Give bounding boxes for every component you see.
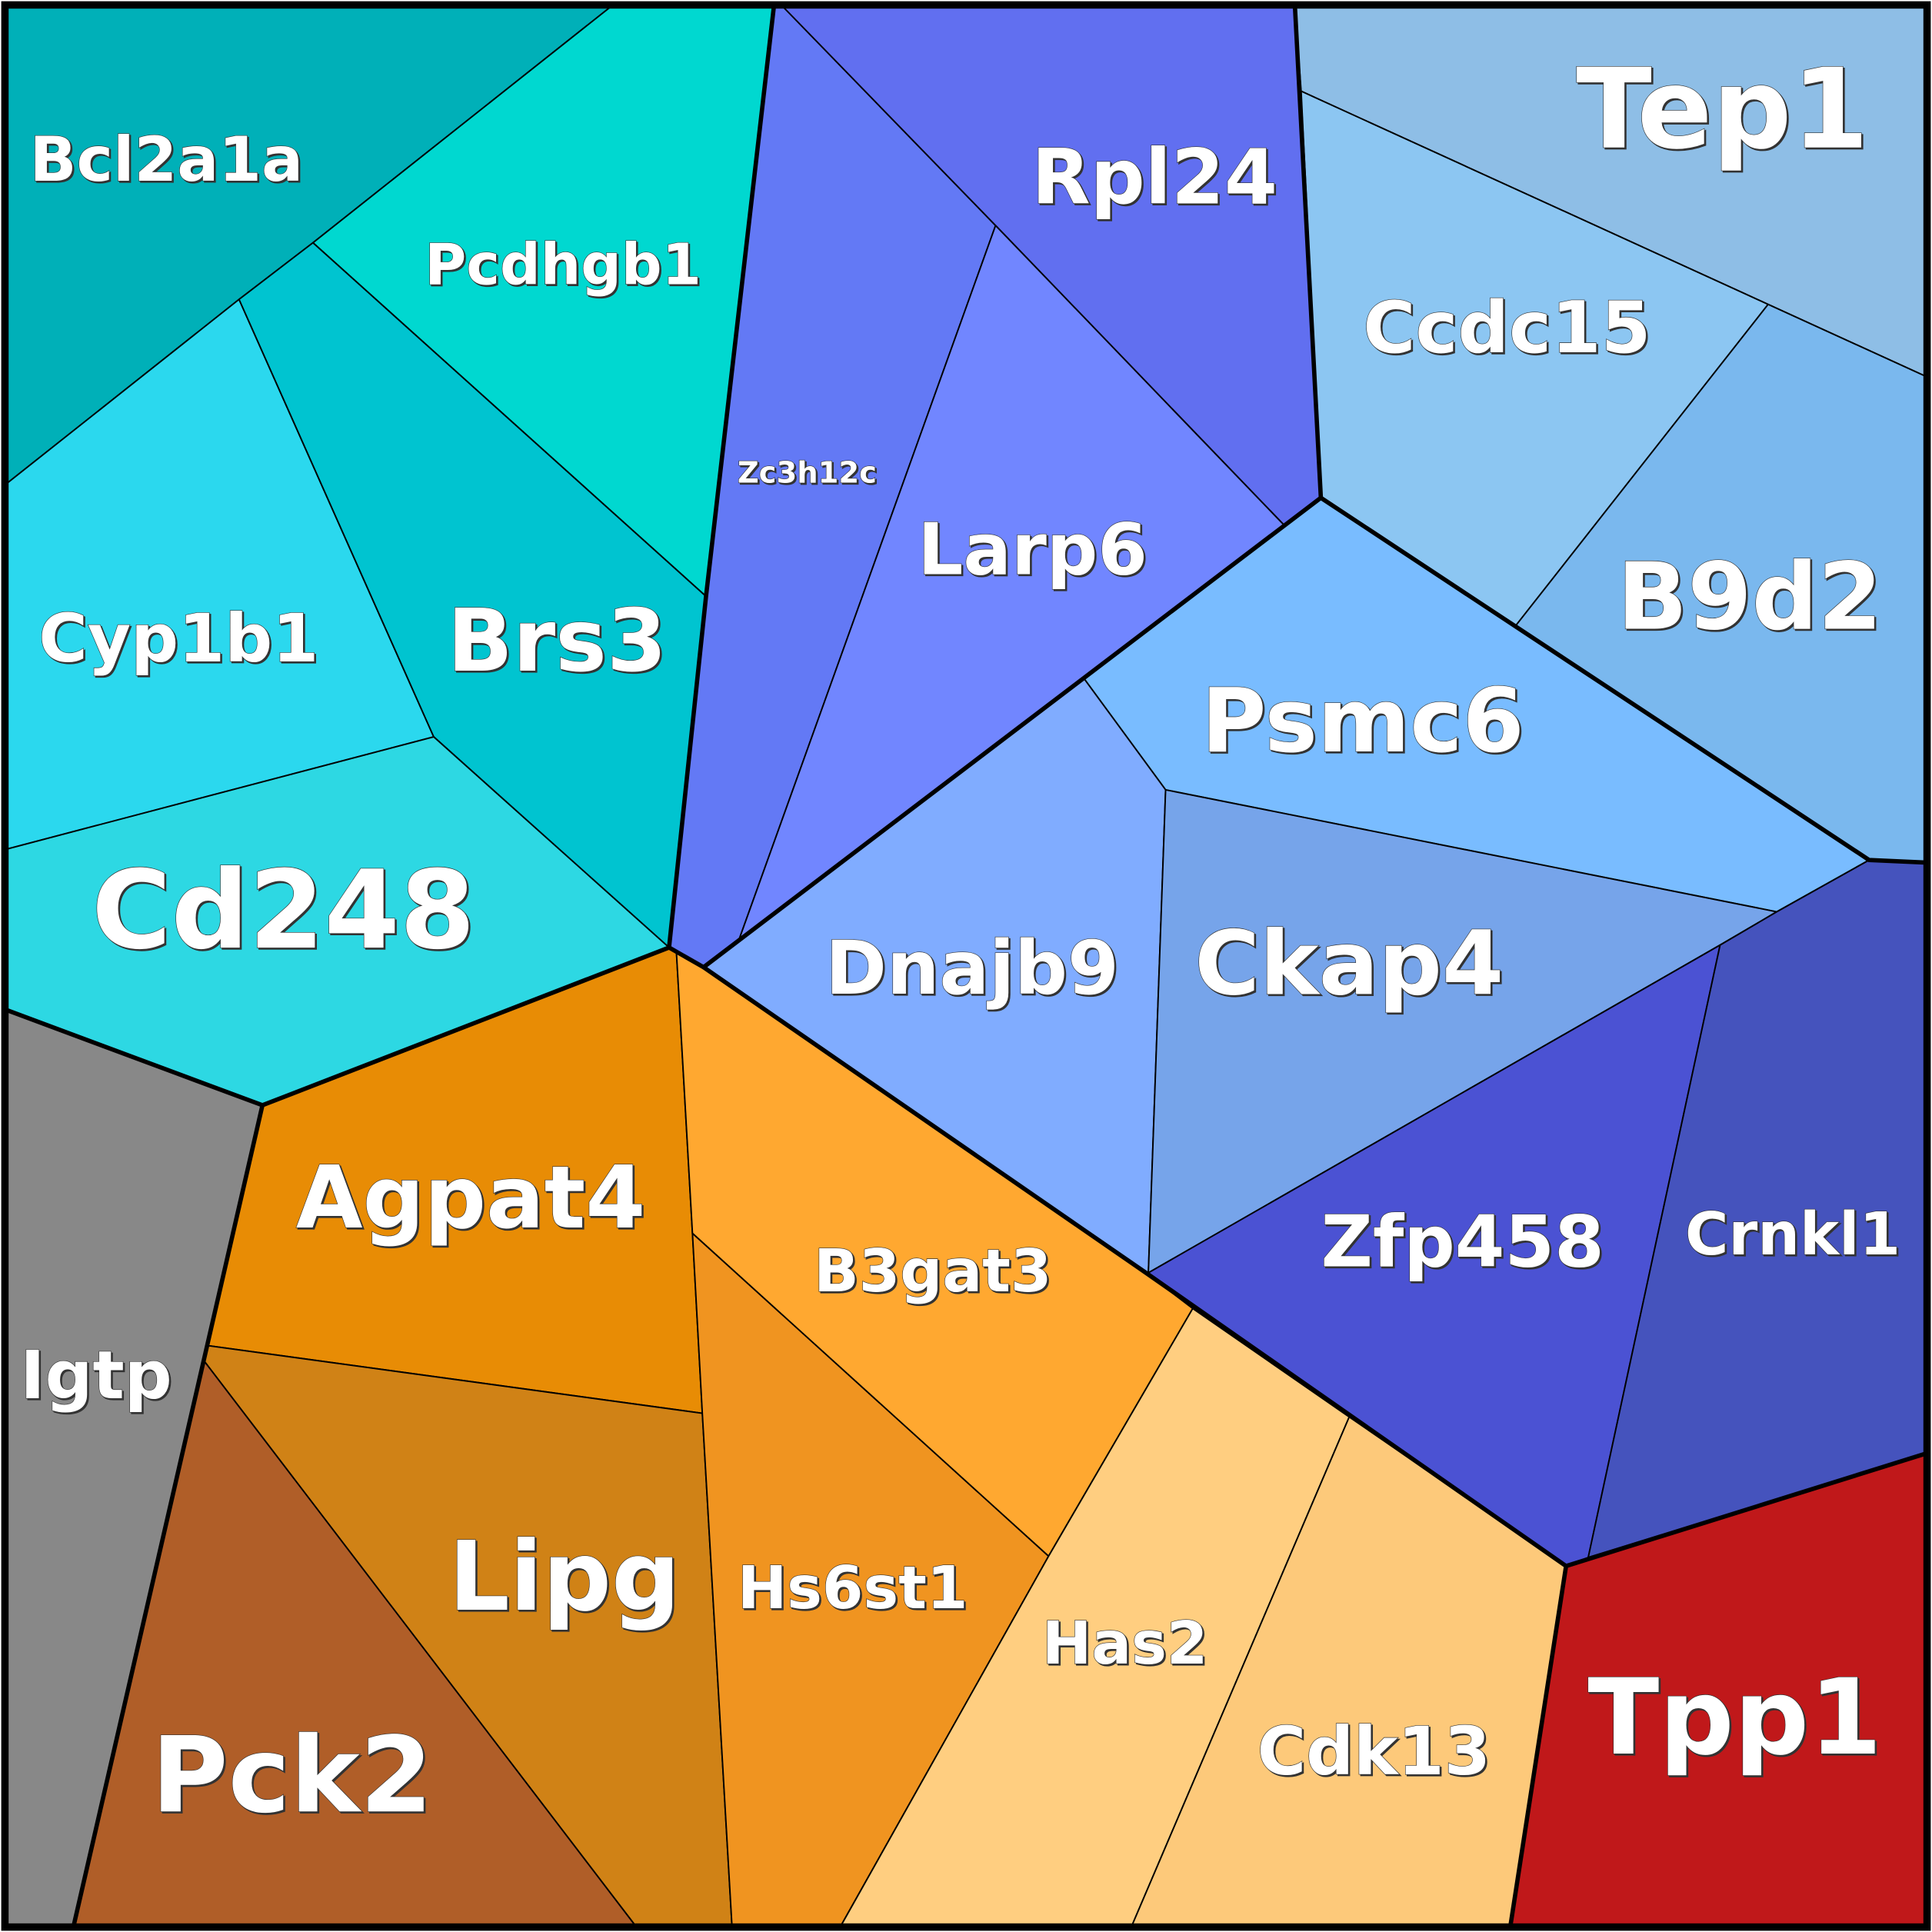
group-border [72,1103,265,1927]
group-border [667,5,776,950]
cell-label: Has2 [1042,1610,1208,1678]
labels: Bcl2a1a Pcdhgb1 Cyp1b1 Brs3 Cd248 Igtp A… [20,45,1901,1837]
cell-label: Hs6st1 [738,1554,968,1623]
group-border [701,495,1324,970]
cell-label: Igtp [20,1337,172,1414]
cell-label: Ccdc15 [1363,286,1651,369]
cell-label: Larp6 [918,508,1148,591]
cell-label: Brs3 [447,591,667,691]
cell-label: Dnajb9 [825,925,1119,1011]
cell-label: Tpp1 [1587,1657,1882,1779]
group-border [667,945,1568,1927]
cell-label: Pck2 [152,1715,433,1837]
cell-label: Zfp458 [1321,1201,1604,1284]
cell-label: Tep1 [1576,45,1869,175]
cell-label: Cyp1b1 [38,601,318,678]
cell-label: Cd248 [92,848,475,974]
cell-label: Bcl2a1a [30,124,304,195]
cell-label: Psmc6 [1201,670,1524,773]
cell-label: Rpl24 [1031,133,1277,222]
cell-label: Agpat4 [296,1148,646,1248]
cell-label: Lipg [448,1521,680,1633]
cell-label: Zc3h12c [738,455,877,490]
cell-label: Ckap4 [1194,913,1504,1016]
cell-label: Pcdhgb1 [425,232,701,298]
group-border [1292,5,1927,865]
cell-label: Cdk13 [1257,1714,1491,1790]
group-border [1564,1451,1927,1568]
cell-label: Crnkl1 [1685,1201,1900,1269]
cell-label: B9d2 [1617,544,1883,651]
cell-label: B3gat3 [814,1237,1051,1306]
cells [6,6,1926,1926]
